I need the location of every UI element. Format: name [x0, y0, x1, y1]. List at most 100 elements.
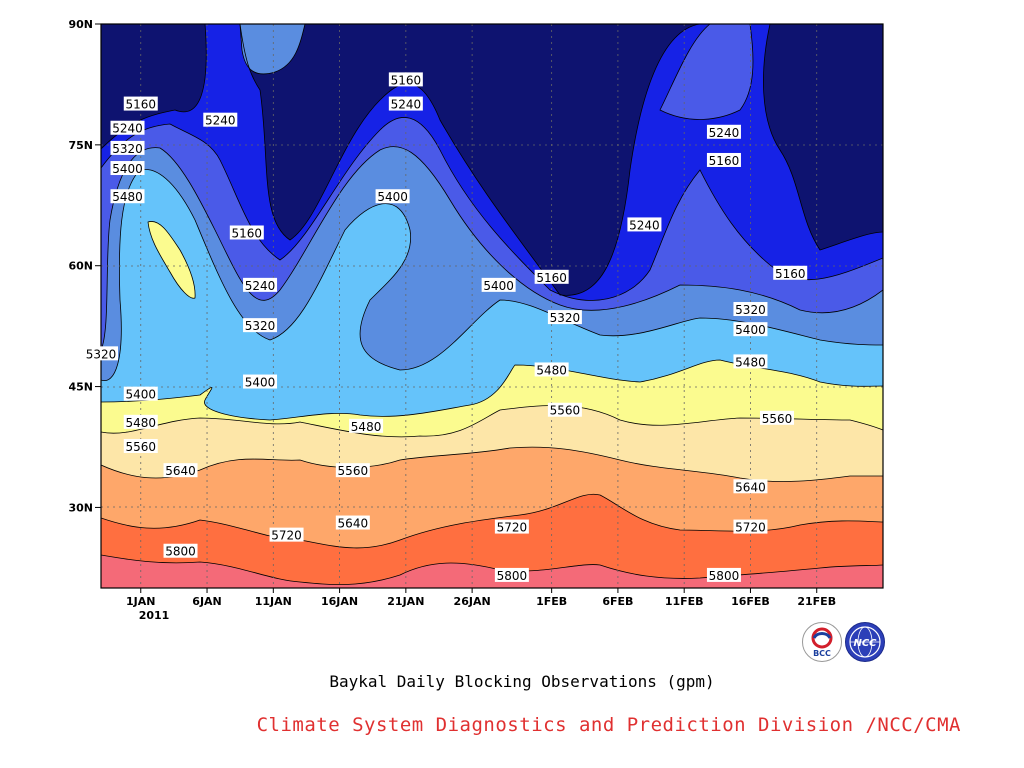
contour-label: 5640 [338, 517, 369, 531]
y-axis: 90N 75N 60N 45N 30N [68, 18, 101, 514]
contour-label-bg [733, 302, 768, 317]
contour-label: 5720 [271, 529, 302, 543]
y-tick-label: 45N [68, 381, 93, 394]
contour-label-bg [84, 346, 118, 361]
contour-label-bg [706, 124, 741, 139]
contour-label: 5240 [629, 218, 660, 232]
contour-label: 5560 [550, 404, 581, 418]
bcc-logo-icon: BCC [811, 627, 833, 658]
contour-label: 5480 [112, 190, 143, 204]
contour-label: 5240 [112, 122, 143, 136]
contour-label-bg [375, 189, 410, 204]
contour-label-bg [110, 140, 145, 155]
contour-label: 5640 [735, 480, 766, 494]
contour-label: 5320 [86, 347, 117, 361]
contour-label-bg [243, 374, 278, 389]
contour-label-bg [123, 439, 158, 453]
contour-label: 5720 [735, 521, 766, 535]
x-tick-label: 16FEB [731, 595, 770, 608]
ncc-logo: NCC [845, 622, 885, 662]
contour-label-bg [388, 96, 423, 111]
x-axis: 1JAN 6JAN 11JAN 16JAN 21JAN 26JAN 1FEB 6FEB 11FE… [126, 588, 836, 608]
contour-labels: 5160 5240 5320 5400 5480 5240 5160 5240 5320 5400… [84, 72, 808, 583]
contour-label: 5400 [735, 323, 766, 337]
contour-label: 5240 [709, 126, 740, 140]
contour-label-bg [123, 96, 158, 111]
contour-label-bg [494, 567, 529, 582]
contour-label: 5160 [125, 98, 156, 112]
contour-label: 5560 [762, 412, 793, 426]
contour-label-bg [110, 161, 145, 176]
contour-label-bg [733, 354, 768, 369]
chart-title: Baykal Daily Blocking Observations (gpm) [329, 672, 715, 691]
contour-label: 5320 [735, 303, 766, 317]
contour-label: 5240 [245, 279, 276, 293]
band-5240-5320-northpocket [659, 24, 754, 120]
x-tick-label: 21JAN [387, 595, 424, 608]
contour-line [101, 117, 883, 301]
x-tick-label: 6FEB [602, 595, 633, 608]
plot-frame [100, 23, 884, 589]
plot-area [101, 24, 883, 588]
contour-label: 5160 [709, 154, 740, 168]
contour-label-bg [706, 567, 741, 582]
y-tick-label: 75N [68, 139, 93, 152]
contour-label-bg [229, 225, 264, 240]
contour-label: 5480 [735, 355, 766, 369]
contour-label: 5640 [165, 464, 196, 478]
contour-label-bg [110, 120, 145, 135]
contour-label-bg [534, 362, 569, 377]
contour-label: 5400 [112, 162, 143, 176]
contour-label-bg [494, 519, 529, 534]
band-5320-5400-northpocket [239, 24, 306, 75]
contour-label: 5800 [165, 545, 196, 559]
x-tick-label: 16JAN [321, 595, 358, 608]
contour-label: 5800 [709, 569, 740, 583]
contour-label: 5400 [483, 279, 514, 293]
contour-label-bg [733, 479, 768, 494]
contour-label-bg [335, 515, 370, 530]
contour-label: 5400 [377, 190, 408, 204]
contour-label-bg [110, 189, 145, 204]
contour-label-bg [123, 386, 158, 401]
x-tick-label: 1FEB [536, 595, 567, 608]
contour-label-bg [534, 269, 569, 284]
contour-label-bg [269, 527, 304, 542]
grid [101, 144, 883, 508]
contour-label: 5560 [125, 440, 156, 454]
svg-text:BCC: BCC [813, 649, 831, 658]
band-5720-5800 [101, 494, 883, 588]
contour-label: 5240 [391, 98, 422, 112]
band-5800-high [101, 555, 883, 588]
contour-label-bg [733, 519, 768, 534]
footer-credit: Climate System Diagnostics and Predictio… [256, 714, 961, 736]
contour-label: 5320 [550, 311, 581, 325]
contour-label-bg [481, 277, 516, 292]
y-tick-label: 90N [68, 18, 93, 31]
bcc-logo: BCC [802, 622, 842, 662]
svg-text:NCC: NCC [853, 638, 877, 649]
x-tick-label: 26JAN [454, 595, 491, 608]
contour-label: 5800 [497, 569, 528, 583]
contour-label: 5400 [245, 376, 276, 390]
contour-label: 5160 [391, 73, 422, 87]
x-tick-label: 1JAN [126, 595, 155, 608]
contour-label-bg [733, 322, 768, 337]
contour-label: 5160 [536, 271, 567, 285]
contour-label: 5320 [245, 319, 276, 333]
contour-label: 5400 [125, 388, 156, 402]
contour-label: 5720 [497, 521, 528, 535]
x-tick-label: 11FEB [665, 595, 704, 608]
contour-label-bg [203, 112, 238, 127]
contour-label: 5480 [351, 420, 382, 434]
contour-label-bg [123, 414, 158, 429]
contour-label-bg [243, 318, 278, 333]
contour-label-bg [243, 277, 278, 292]
contour-label-bg [773, 265, 808, 280]
contour-label-bg [349, 418, 384, 433]
x-tick-label: 6JAN [192, 595, 221, 608]
band-5480-5560-pocket [147, 221, 196, 299]
contour-label: 5160 [232, 226, 263, 240]
contour-label-bg [547, 310, 582, 325]
contour-label-bg [706, 152, 741, 167]
